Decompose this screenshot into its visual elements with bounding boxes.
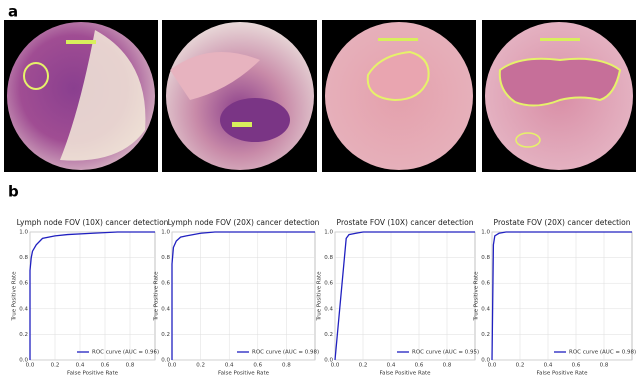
micrograph [482, 20, 636, 172]
x-tick-label: 0.4 [387, 363, 396, 369]
y-tick-label: 0.6 [481, 281, 490, 287]
y-tick-label: 1.0 [161, 230, 170, 236]
x-tick-label: 0.6 [253, 363, 262, 369]
x-tick-label: 0.8 [126, 363, 135, 369]
x-tick-label: 0.6 [101, 363, 110, 369]
x-tick-label: 0.0 [488, 363, 497, 369]
y-tick-label: 0.4 [324, 306, 333, 312]
roc-curve [334, 231, 475, 361]
y-tick-label: 0.0 [324, 358, 333, 364]
x-tick-label: 0.4 [544, 363, 553, 369]
x-tick-label: 0.8 [600, 363, 609, 369]
y-tick-label: 1.0 [324, 230, 333, 236]
x-tick-label: 0.0 [331, 363, 340, 369]
chart-title: Lymph node FOV (10X) cancer detection [17, 218, 169, 227]
y-tick-label: 0.2 [324, 332, 333, 338]
y-tick-label: 0.4 [19, 306, 28, 312]
legend-label: ROC curve (AUC = 0.96) [92, 350, 159, 356]
y-tick-label: 0.8 [19, 255, 28, 261]
x-axis-label: False Positive Rate [218, 371, 270, 377]
y-tick-label: 0.0 [19, 358, 28, 364]
x-tick-label: 0.2 [196, 363, 205, 369]
plot-area [334, 231, 476, 361]
y-tick-label: 0.8 [324, 255, 333, 261]
x-axis-label: False Positive Rate [536, 371, 588, 377]
micrograph [4, 20, 158, 172]
x-tick-label: 0.2 [516, 363, 525, 369]
y-axis-label: True Positive Rate [317, 271, 323, 322]
y-tick-label: 0.4 [161, 306, 170, 312]
plot-area [491, 231, 633, 361]
y-axis-label: True Positive Rate [474, 271, 480, 322]
chart-title: Lymph node FOV (20X) cancer detection [168, 218, 320, 227]
legend-label: ROC curve (AUC = 0.95) [412, 350, 479, 356]
panel-label: b [8, 183, 19, 201]
y-tick-label: 0.6 [19, 281, 28, 287]
y-axis-label: True Positive Rate [12, 271, 18, 322]
roc-curve [491, 231, 632, 361]
y-tick-label: 0.2 [161, 332, 170, 338]
x-tick-label: 0.0 [168, 363, 177, 369]
x-tick-label: 0.0 [26, 363, 35, 369]
y-axis-label: True Positive Rate [154, 271, 160, 322]
x-axis-label: False Positive Rate [379, 371, 431, 377]
legend-label: ROC curve (AUC = 0.98) [569, 350, 636, 356]
y-tick-label: 1.0 [19, 230, 28, 236]
y-tick-label: 1.0 [481, 230, 490, 236]
x-tick-label: 0.2 [51, 363, 60, 369]
legend-label: ROC curve (AUC = 0.98) [252, 350, 319, 356]
x-tick-label: 0.4 [76, 363, 85, 369]
chart-title: Prostate FOV (20X) cancer detection [494, 218, 631, 227]
y-tick-label: 0.2 [481, 332, 490, 338]
x-tick-label: 0.8 [282, 363, 291, 369]
y-tick-label: 0.2 [19, 332, 28, 338]
y-tick-label: 0.0 [161, 358, 170, 364]
x-axis-label: False Positive Rate [67, 371, 119, 377]
roc-curve [29, 231, 155, 360]
y-tick-label: 0.8 [481, 255, 490, 261]
x-tick-label: 0.6 [572, 363, 581, 369]
x-tick-label: 0.2 [359, 363, 368, 369]
y-tick-label: 0.6 [161, 281, 170, 287]
plot-area [171, 231, 316, 361]
micrograph [322, 20, 476, 172]
panel-label: a [8, 3, 18, 21]
plot-area [29, 231, 156, 361]
y-tick-label: 0.8 [161, 255, 170, 261]
x-tick-label: 0.8 [443, 363, 452, 369]
y-tick-label: 0.4 [481, 306, 490, 312]
charts: 0.0 0.2 0.4 0.6 0.8 1.0 0.0 0.2 0.4 0.6 0.8 Lymph n… [12, 218, 637, 377]
x-tick-label: 0.6 [415, 363, 424, 369]
y-tick-label: 0.0 [481, 358, 490, 364]
roc-curve [171, 231, 315, 360]
micrograph [162, 20, 317, 172]
chart-title: Prostate FOV (10X) cancer detection [337, 218, 474, 227]
x-tick-label: 0.4 [225, 363, 234, 369]
y-tick-label: 0.6 [324, 281, 333, 287]
